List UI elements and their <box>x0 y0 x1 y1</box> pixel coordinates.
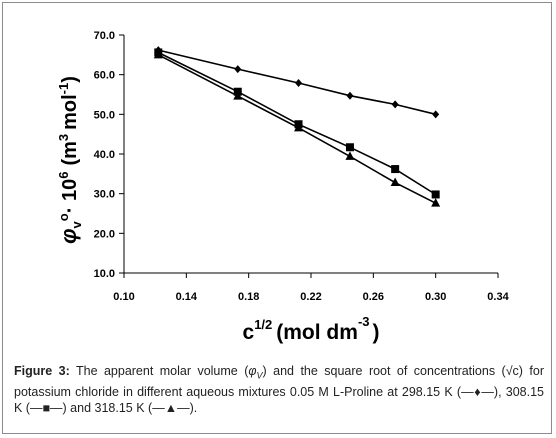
x-tick-label: 0.34 <box>487 291 509 303</box>
y-axis-title: φvo· 106 (m3 mol-1) <box>56 76 84 244</box>
x-tick-label: 0.18 <box>238 291 259 303</box>
y-title-exp: 6 <box>56 172 71 179</box>
caption-text-2: ) and the square root of concentrations … <box>14 364 544 399</box>
series-square <box>154 48 440 199</box>
y-tick-label: 70.0 <box>94 30 115 42</box>
y-title-unit-neg: -1 <box>56 83 71 95</box>
diamond-marker-3 <box>346 91 354 100</box>
diamond-marker-1 <box>234 65 242 74</box>
x-title-unit: (mol dm <box>276 321 358 344</box>
y-title-phi: φ <box>56 228 81 243</box>
x-title-base: c <box>243 321 255 344</box>
triangle-marker-2 <box>294 122 304 132</box>
figure-caption: Figure 3: The apparent molar volume (φV)… <box>14 363 544 416</box>
caption-label: Figure 3: <box>14 364 70 378</box>
y-title-times: · 10 <box>59 179 81 213</box>
diamond-marker-2 <box>295 78 303 87</box>
x-title-unit-exp: -3 <box>358 314 370 329</box>
x-axis-title: c1/2 (mol dm-3) <box>243 314 380 344</box>
triangle-marker-0 <box>153 49 163 59</box>
series-line-diamond <box>158 49 436 116</box>
caption-text-1: The apparent molar volume ( <box>69 364 249 378</box>
chart: 0.10 0.14 0.18 0.22 0.26 0.30 0.34 10.0 20.0 30.0… <box>56 30 510 344</box>
triangle-marker-1 <box>233 91 243 100</box>
caption-text-4: ) and 318.15 K ( <box>62 400 153 415</box>
y-tick-label: 60.0 <box>94 70 115 82</box>
caption-phi: φ <box>248 364 257 378</box>
x-tick-label: 0.14 <box>176 291 198 303</box>
caption-legend-308: —■— <box>29 400 63 415</box>
series-line-square <box>157 51 437 196</box>
series-line-triangle <box>157 54 437 204</box>
y-title-unit-mid: mol <box>59 94 81 130</box>
y-tick-label: 50.0 <box>94 109 115 121</box>
square-marker-4 <box>391 165 400 174</box>
triangle-marker-4 <box>390 177 400 187</box>
x-title-unit-close: ) <box>373 321 380 344</box>
x-tick-label: 0.10 <box>113 291 134 303</box>
y-title-deg: o <box>56 213 71 221</box>
y-title-unit-open: (m <box>59 141 81 165</box>
x-tick-label: 0.30 <box>425 291 446 303</box>
caption-legend-318: —▲— <box>152 400 190 415</box>
y-tick-label: 20.0 <box>94 228 115 240</box>
square-marker-3 <box>345 143 354 152</box>
x-tick-label: 0.22 <box>300 291 321 303</box>
y-title-sub: v <box>69 220 84 228</box>
caption-phi-sub: V <box>256 370 263 381</box>
axes <box>123 35 498 274</box>
x-title-pow: 1/2 <box>254 317 272 332</box>
diamond-marker-4 <box>391 100 399 109</box>
y-tick-label: 40.0 <box>94 149 115 161</box>
y-tick-label: 30.0 <box>94 189 115 201</box>
diamond-marker-5 <box>432 110 440 119</box>
caption-text-3: ), 308.15 K ( <box>14 384 545 415</box>
y-title-unit-close: ) <box>59 76 81 83</box>
figure-frame <box>2 2 552 434</box>
series-triangle <box>153 49 441 207</box>
y-tick-label: 10.0 <box>94 268 115 280</box>
triangle-marker-3 <box>345 151 355 160</box>
series-diamond <box>154 46 440 119</box>
ticks: 0.10 0.14 0.18 0.22 0.26 0.30 0.34 10.0 20.0 30.0… <box>94 30 510 303</box>
caption-legend-298: —♦— <box>461 384 494 399</box>
square-marker-5 <box>431 190 440 199</box>
caption-text-5: ). <box>189 400 198 415</box>
series-layer <box>153 46 441 207</box>
triangle-marker-5 <box>431 198 441 207</box>
y-title-unit-exp: 3 <box>56 134 71 141</box>
x-tick-label: 0.26 <box>363 291 384 303</box>
